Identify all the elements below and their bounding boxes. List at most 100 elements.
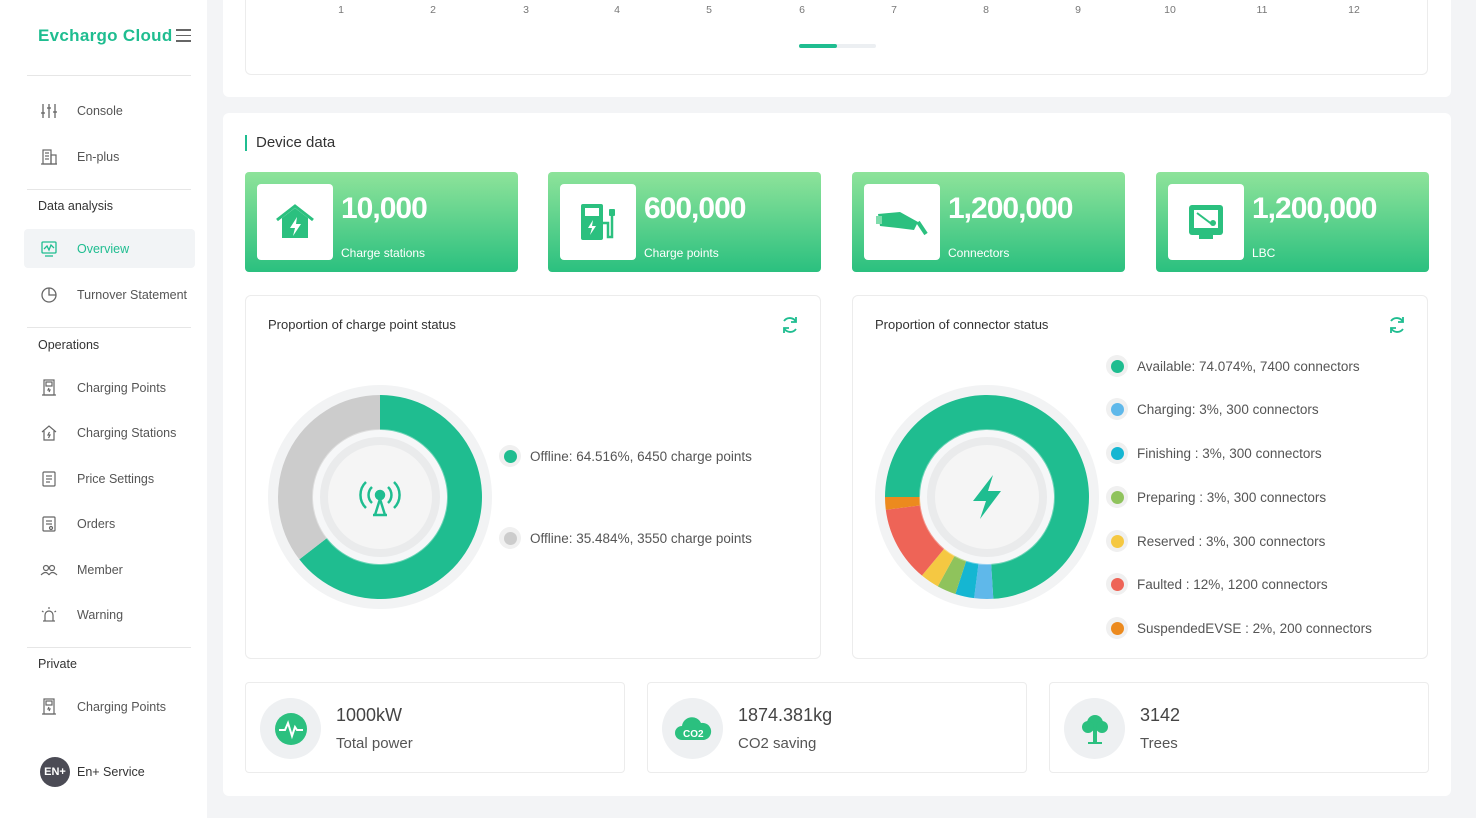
lightning-icon (973, 475, 1001, 519)
month-tick-label: 8 (983, 4, 989, 16)
sidebar-item-overview[interactable]: Overview (24, 229, 195, 268)
legend-item: Available: 74.074%, 7400 connectors (1106, 355, 1360, 377)
legend-item: Preparing : 3%, 300 connectors (1106, 486, 1326, 508)
donut-slice-offline[interactable] (299, 395, 482, 599)
legend-text: Reserved : 3%, 300 connectors (1137, 533, 1326, 549)
sidebar: Evchargo Cloud Console En-plus Data anal… (0, 0, 207, 818)
month-tick-label: 10 (1164, 4, 1176, 16)
legend-item: Charging: 3%, 300 connectors (1106, 398, 1319, 420)
legend-item: SuspendedEVSE : 2%, 200 connectors (1106, 617, 1372, 639)
station-house-icon (40, 424, 58, 442)
sidebar-item-price-settings[interactable]: Price Settings (24, 459, 195, 498)
stat-caption: Charge stations (341, 246, 426, 260)
stat-value: 10,000 (341, 192, 428, 225)
members-icon (40, 561, 58, 579)
sidebar-item-label: Overview (77, 241, 130, 256)
station-house-icon (257, 184, 333, 260)
chart-scrollbar[interactable] (799, 44, 876, 48)
legend-item: Offline: 35.484%, 3550 charge points (499, 527, 752, 549)
refresh-icon[interactable] (780, 315, 800, 335)
donut-slice-preparing[interactable] (937, 555, 967, 594)
summary-label: CO2 saving (738, 735, 817, 752)
refresh-icon[interactable] (1387, 315, 1407, 335)
donut-slice-faulted[interactable] (885, 505, 945, 576)
stat-caption: Connectors (948, 246, 1010, 260)
sidebar-item-turnover-statement[interactable]: Turnover Statement (24, 275, 195, 314)
monthly-chart-card: 1 2 3 4 5 6 7 8 9 10 11 12 (223, 0, 1451, 97)
sidebar-item-private-charging-points[interactable]: Charging Points (24, 687, 195, 726)
legend-dot (1106, 355, 1128, 377)
section-label-operations: Operations (38, 338, 100, 352)
stat-card-charge-points: 600,000 Charge points (548, 172, 821, 272)
sidebar-item-charging-points[interactable]: Charging Points (24, 368, 195, 407)
legend-dot (1106, 617, 1128, 639)
sidebar-item-label: Orders (77, 516, 116, 531)
lbc-device-icon (1168, 184, 1244, 260)
divider (27, 75, 191, 76)
legend-item: Finishing : 3%, 300 connectors (1106, 442, 1322, 464)
stat-caption: LBC (1252, 246, 1276, 260)
divider (27, 189, 191, 190)
charger-pump-icon (560, 184, 636, 260)
summary-card-total-power: 1000kW Total power (245, 682, 625, 773)
legend-text: Available: 74.074%, 7400 connectors (1137, 358, 1360, 374)
sidebar-item-console[interactable]: Console (24, 91, 195, 130)
alarm-icon (40, 606, 58, 624)
sidebar-item-label: En-plus (77, 149, 120, 164)
sidebar-item-orders[interactable]: Orders (24, 504, 195, 543)
device-data-card: Device data 10,000 Charge stations 600,0… (223, 113, 1451, 796)
monthly-chart-frame: 1 2 3 4 5 6 7 8 9 10 11 12 (245, 0, 1428, 75)
legend-dot (1106, 486, 1128, 508)
legend-text: Finishing : 3%, 300 connectors (1137, 445, 1322, 461)
donut-slice-available[interactable] (885, 395, 1089, 599)
donut-slice-charging[interactable] (974, 563, 994, 599)
connector-status-panel: Proportion of connector status Available… (852, 295, 1428, 659)
divider (27, 647, 191, 648)
month-tick-label: 1 (338, 4, 344, 16)
summary-label: Total power (336, 735, 413, 752)
co2-cloud-icon: CO2 (662, 698, 723, 759)
stat-value: 1,200,000 (1252, 192, 1377, 225)
chart-scrollbar-thumb[interactable] (799, 44, 837, 48)
sidebar-item-label: Member (77, 562, 123, 577)
legend-item: Faulted : 12%, 1200 connectors (1106, 573, 1328, 595)
summary-value: 1000kW (336, 705, 403, 725)
month-tick-label: 9 (1075, 4, 1081, 16)
sidebar-item-charging-stations[interactable]: Charging Stations (24, 413, 195, 452)
section-label-data-analysis: Data analysis (38, 199, 114, 213)
month-tick-label: 4 (614, 4, 620, 16)
donut-slices (278, 395, 482, 599)
connector-plug-icon (864, 184, 940, 260)
menu-toggle-icon[interactable] (176, 29, 191, 42)
building-icon (40, 148, 58, 166)
sidebar-item-member[interactable]: Member (24, 550, 195, 589)
stat-caption: Charge points (644, 246, 719, 260)
legend-dot (1106, 398, 1128, 420)
summary-value: 1874.381kg (738, 705, 833, 725)
month-tick-label: 5 (706, 4, 712, 16)
sliders-icon (40, 102, 58, 120)
section-label-private: Private (38, 657, 77, 671)
donut-slice-finishing[interactable] (955, 560, 979, 599)
section-title: Device data (245, 135, 335, 151)
en-service-link[interactable]: EN+ En+ Service (40, 757, 145, 787)
sidebar-item-warning[interactable]: Warning (24, 595, 195, 634)
service-label: En+ Service (77, 765, 145, 779)
charger-icon (40, 697, 58, 716)
legend-text: Offline: 35.484%, 3550 charge points (530, 530, 752, 546)
legend-dot (499, 445, 521, 467)
legend-text: Offline: 64.516%, 6450 charge points (530, 448, 752, 464)
sidebar-item-en-plus[interactable]: En-plus (24, 137, 195, 176)
month-tick-label: 3 (523, 4, 529, 16)
legend-item: Reserved : 3%, 300 connectors (1106, 530, 1325, 552)
donut-slice-suspendedevse[interactable] (885, 497, 921, 510)
connector-donut (875, 385, 1099, 609)
sidebar-item-label: Warning (77, 607, 124, 622)
sidebar-item-label: Turnover Statement (77, 287, 188, 302)
donut-slice-offline[interactable] (278, 395, 380, 560)
donut-slice-reserved[interactable] (921, 548, 955, 587)
legend-dot (1106, 530, 1128, 552)
sidebar-item-label: Charging Points (77, 380, 166, 395)
panel-title: Proportion of charge point status (268, 317, 456, 332)
legend-item: Offline: 64.516%, 6450 charge points (499, 445, 752, 467)
